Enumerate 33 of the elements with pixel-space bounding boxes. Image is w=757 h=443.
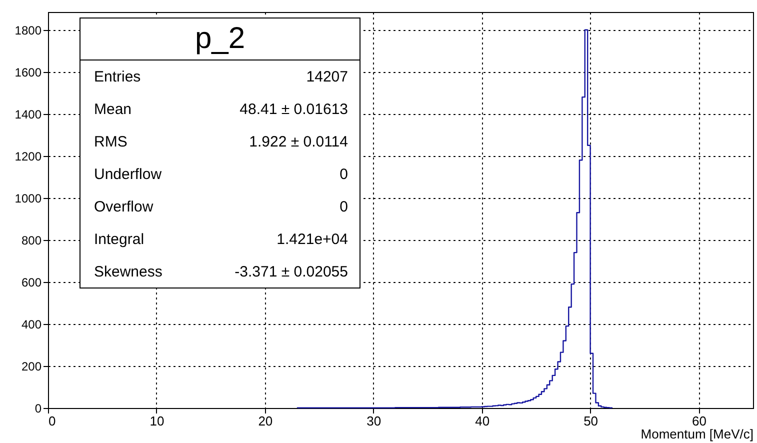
annotation: 0 — [340, 166, 348, 183]
annotation: 1.421e+04 — [276, 231, 348, 248]
y-tick-label: 800 — [21, 233, 42, 248]
annotation: Entries — [94, 68, 141, 86]
annotation: 0 — [340, 198, 348, 216]
y-tick-label: 1200 — [14, 149, 42, 164]
x-tick-label: 10 — [150, 414, 164, 428]
y-tick-label: 0 — [34, 402, 42, 416]
annotation: -3.371 ± 0.02055 — [234, 264, 348, 281]
y-tick-label: 1800 — [14, 23, 42, 38]
annotation: 1.922 ± 0.0114 — [249, 133, 348, 150]
annotation: 48.41 ± 0.01613 — [240, 100, 348, 118]
x-axis-title: Momentum [MeV/c] — [640, 426, 754, 442]
x-tick-label: 30 — [366, 414, 382, 428]
x-tick-label: 60 — [692, 414, 707, 428]
annotation: RMS — [94, 133, 128, 150]
x-tick-label: 50 — [584, 414, 598, 428]
y-tick-label: 1400 — [14, 107, 42, 122]
y-tick-label: 1600 — [14, 65, 42, 80]
annotation: Skewness — [94, 264, 162, 281]
annotation: Underflow — [94, 166, 162, 183]
annotation: Integral — [94, 231, 144, 248]
y-tick-label: 1000 — [14, 191, 42, 206]
annotation: Mean — [94, 100, 132, 118]
y-tick-label: 400 — [21, 317, 42, 332]
annotation: 14207 — [306, 68, 348, 86]
annotation: Overflow — [94, 198, 154, 216]
y-tick-label: 600 — [21, 275, 42, 290]
x-tick-label: 40 — [475, 414, 490, 428]
x-tick-label: 0 — [48, 414, 56, 428]
y-tick-label: 200 — [21, 359, 42, 374]
x-tick-label: 20 — [258, 414, 273, 428]
chart-title: p_2 — [194, 22, 246, 55]
